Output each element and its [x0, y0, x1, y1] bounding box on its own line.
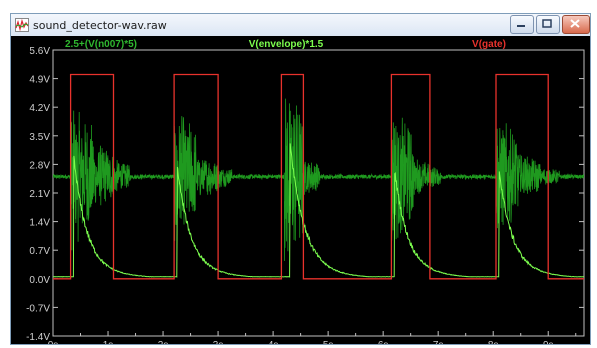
x-tick-label: 2s — [158, 340, 169, 344]
x-tick-label: 4s — [268, 340, 279, 344]
y-tick-label: 4.2V — [29, 103, 50, 114]
y-tick-label: 1.4V — [29, 218, 50, 229]
legend-entry: V(envelope)*1.5 — [249, 39, 324, 50]
y-tick-label: 5.6V — [29, 46, 50, 57]
y-tick-label: 2.1V — [29, 189, 50, 200]
series-gate — [53, 73, 584, 280]
x-tick-label: 7s — [433, 340, 444, 344]
window-title: sound_detector-wav.raw — [33, 19, 167, 32]
x-tick-label: 9s — [543, 340, 554, 344]
legend-entry: 2.5+(V(n007)*5) — [65, 39, 137, 50]
y-tick-label: 0.7V — [29, 246, 50, 257]
y-tick-label: 2.8V — [29, 160, 50, 171]
close-icon — [570, 19, 580, 28]
x-tick-label: 3s — [213, 340, 224, 344]
y-tick-label: 4.9V — [29, 75, 50, 86]
window-controls — [510, 15, 590, 34]
y-tick-label: 3.5V — [29, 132, 50, 143]
x-tick-label: 1s — [103, 340, 114, 344]
x-tick-label: 8s — [488, 340, 499, 344]
x-tick-label: 0s — [48, 340, 59, 344]
legend-entry: V(gate) — [472, 39, 506, 50]
y-tick-label: -1.4V — [26, 332, 50, 343]
waveform-window: sound_detector-wav.raw 2.5+(V(n007)*5) V(… — [10, 13, 591, 348]
minimize-icon — [517, 25, 525, 27]
y-tick-label: 0.0V — [29, 275, 50, 286]
x-tick-label: 6s — [378, 340, 389, 344]
waveform-viewer-icon — [15, 18, 29, 32]
title-bar[interactable]: sound_detector-wav.raw — [11, 14, 590, 37]
maximize-icon — [542, 19, 552, 28]
series-audio-signal — [53, 98, 584, 262]
x-tick-label: 5s — [323, 340, 334, 344]
minimize-button[interactable] — [510, 15, 534, 34]
close-button[interactable] — [562, 15, 590, 34]
waveform-chart[interactable]: 2.5+(V(n007)*5) V(envelope)*1.5 V(gate) 5.… — [11, 36, 590, 348]
plot-area[interactable]: 2.5+(V(n007)*5) V(envelope)*1.5 V(gate) 5.… — [11, 36, 590, 348]
maximize-button[interactable] — [536, 15, 560, 34]
y-tick-label: -0.7V — [26, 303, 50, 314]
